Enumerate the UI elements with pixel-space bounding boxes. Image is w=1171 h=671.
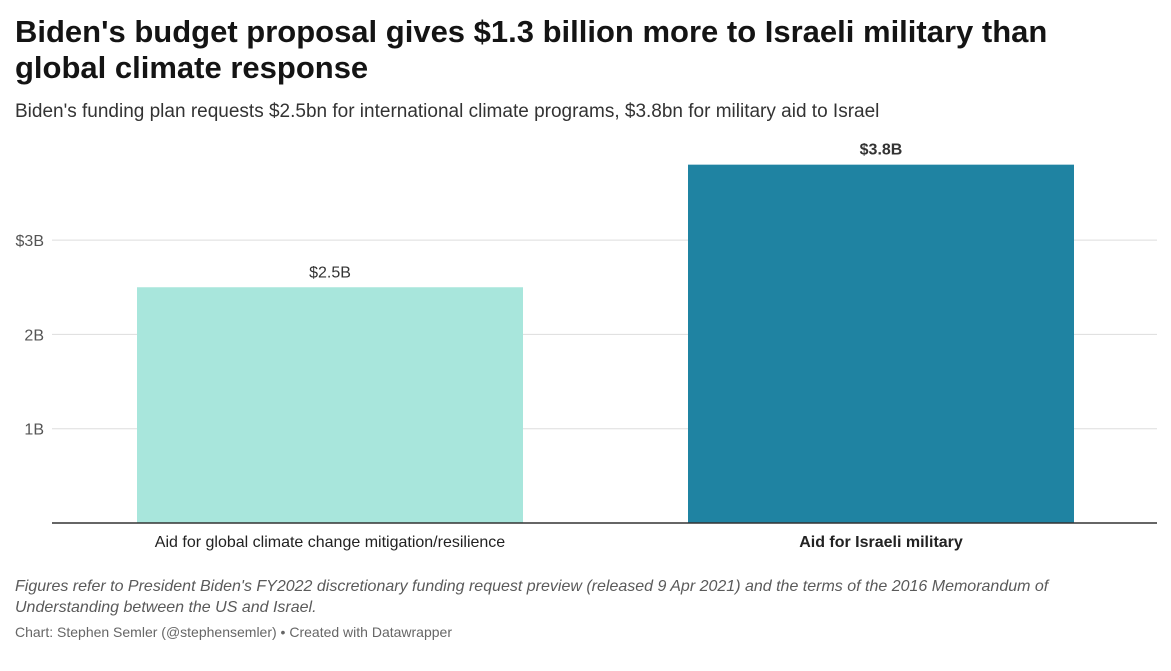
bar-value-label: $3.8B bbox=[860, 142, 903, 159]
byline-separator: • bbox=[276, 624, 290, 640]
bar-chart: 1B 2B $3B $2.5B $3.8B Aid for global climat… bbox=[16, 142, 1157, 551]
y-tick-label: $3B bbox=[16, 233, 44, 250]
byline-tool: Created with Datawrapper bbox=[289, 624, 452, 640]
chart-subtitle: Biden's funding plan requests $2.5bn for… bbox=[15, 101, 880, 122]
chart-byline: Chart: Stephen Semler (@stephensemler) •… bbox=[15, 623, 452, 641]
bar-value-label: $2.5B bbox=[309, 264, 351, 281]
value-labels: $2.5B $3.8B bbox=[309, 142, 902, 282]
bar bbox=[688, 164, 1074, 523]
y-axis-ticks: 1B 2B $3B bbox=[16, 233, 44, 439]
category-label: Aid for global climate change mitigation… bbox=[155, 534, 506, 551]
chart-notes: Figures refer to President Biden's FY202… bbox=[15, 578, 1049, 616]
byline-author: Chart: Stephen Semler (@stephensemler) bbox=[15, 624, 277, 640]
bars bbox=[137, 164, 1074, 523]
y-tick-label: 1B bbox=[24, 422, 44, 439]
category-label: Aid for Israeli military bbox=[799, 534, 963, 551]
category-labels: Aid for global climate change mitigation… bbox=[155, 534, 963, 551]
chart-title: Biden's budget proposal gives $1.3 billi… bbox=[15, 14, 1048, 85]
bar bbox=[137, 287, 523, 523]
y-tick-label: 2B bbox=[24, 327, 44, 344]
